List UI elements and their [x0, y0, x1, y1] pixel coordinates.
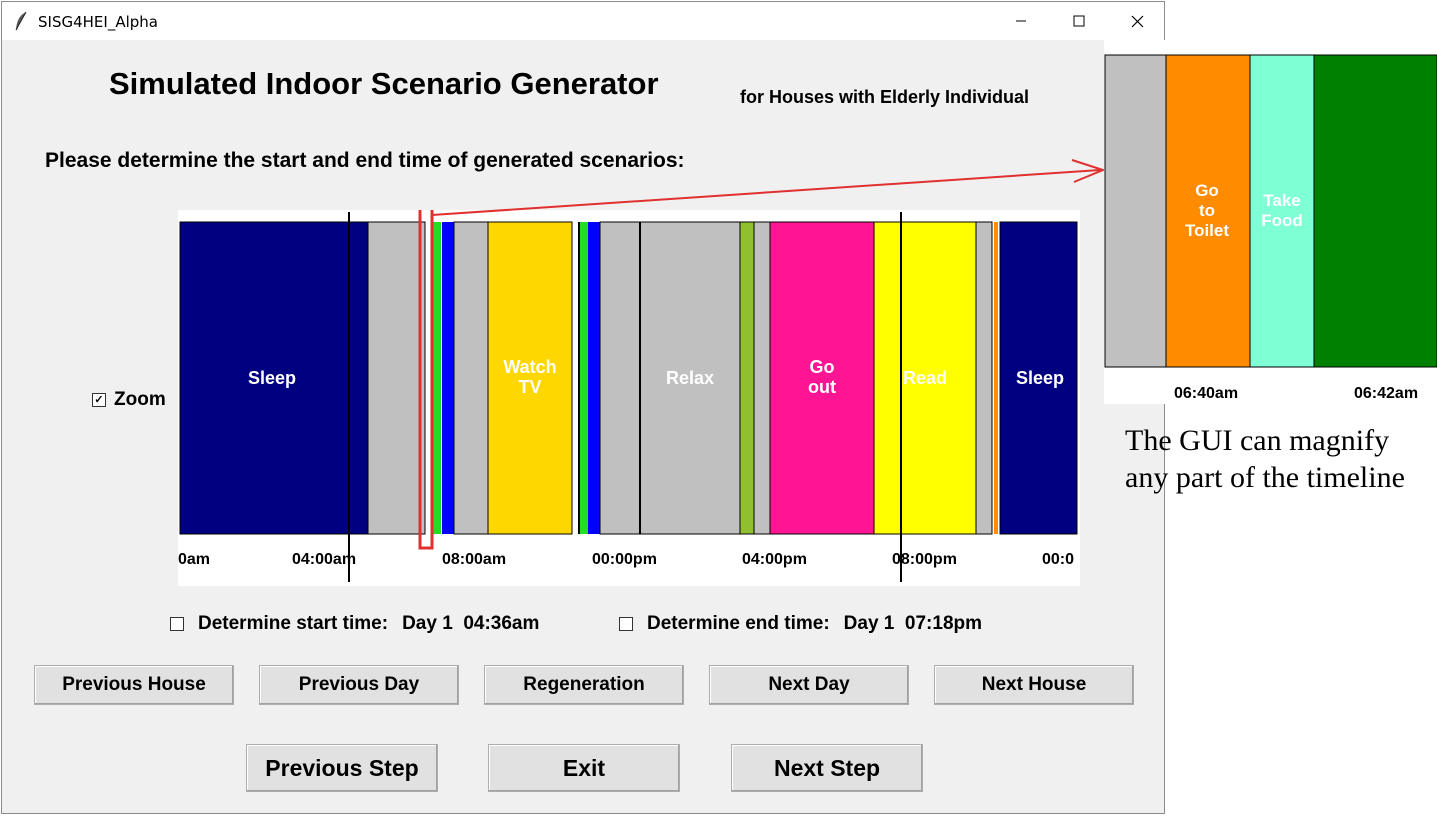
maximize-icon: [1073, 15, 1085, 27]
regeneration-button[interactable]: Regeneration: [484, 665, 684, 705]
close-button[interactable]: [1108, 2, 1166, 40]
end-time-value: Day 1 07:18pm: [843, 613, 983, 634]
segment-orange: [994, 222, 998, 534]
end-time-checkbox[interactable]: [619, 617, 633, 631]
zoom-segment-idle: [1104, 54, 1167, 368]
segment-green: [433, 222, 441, 534]
next-day-button[interactable]: Next Day: [709, 665, 909, 705]
next-house-button[interactable]: Next House: [934, 665, 1134, 705]
segment-label-watch-line2: TV: [518, 377, 541, 397]
figure-caption: The GUI can magnify any part of the time…: [1125, 422, 1405, 496]
segment-label-read: Read: [903, 368, 947, 388]
tick-label: 04:00am: [292, 551, 356, 568]
next-step-button[interactable]: Next Step: [731, 744, 923, 792]
zoom-label: Zoom: [114, 389, 166, 410]
maximize-button[interactable]: [1050, 2, 1108, 40]
start-time-checkbox[interactable]: [170, 617, 184, 631]
segment-blue: [442, 222, 454, 534]
previous-house-button[interactable]: Previous House: [34, 665, 234, 705]
segment-label-go-line1: Go: [810, 357, 835, 377]
exit-button[interactable]: Exit: [488, 744, 680, 792]
start-time-control: Determine start time: Day 1 04:36am: [170, 613, 539, 635]
zoom-tick-label: 06:40am: [1174, 385, 1238, 402]
zoom-segment-food: [1249, 54, 1315, 368]
caption-line-1: The GUI can magnify: [1125, 424, 1390, 457]
end-time-control: Determine end time: Day 1 07:18pm: [619, 613, 982, 635]
zoom-tick-label: 06:42am: [1354, 385, 1418, 402]
start-time-label: Determine start time:: [198, 613, 389, 634]
zoom-chart: Go to Toilet Take Food 06:40am 06:42am: [1104, 54, 1437, 402]
segment-label-watch-tv: Watch TV: [503, 357, 556, 397]
tick-label: 08:00am: [442, 551, 506, 568]
page-title: Simulated Indoor Scenario Generator: [109, 66, 659, 101]
segment-watch-tv: [487, 221, 573, 535]
segment-label-watch-line1: Watch: [503, 357, 556, 377]
timeline-ticks: 0am 04:00am 08:00am 00:00pm 04:00pm 08:0…: [178, 551, 1074, 568]
segment-label-sleep: Sleep: [248, 368, 296, 388]
segment-read: [873, 221, 977, 535]
segment-label-go-out: Go out: [808, 357, 836, 397]
segment-sleep: [999, 221, 1078, 535]
segment-label-go-line2: out: [808, 377, 836, 397]
close-icon: [1131, 15, 1143, 27]
tick-label: 0am: [178, 551, 210, 568]
segment-idle: [367, 221, 426, 535]
segment-idle: [975, 221, 993, 535]
segment-label-sleep-2: Sleep: [1016, 368, 1064, 388]
segment-sleep: [179, 221, 369, 535]
segment-label-relax: Relax: [666, 368, 714, 388]
zoom-label-toilet: Go to Toilet: [1185, 181, 1229, 240]
end-time-label: Determine end time:: [647, 613, 830, 634]
minimize-icon: [1016, 20, 1026, 22]
tick-label: 04:00pm: [742, 551, 807, 568]
start-time-value: Day 1 04:36am: [402, 613, 540, 634]
window-title: SISG4HEI_Alpha: [38, 13, 158, 31]
minimize-button[interactable]: [992, 2, 1050, 40]
previous-day-button[interactable]: Previous Day: [259, 665, 459, 705]
zoom-segment-toilet: [1165, 54, 1251, 368]
segment-green: [580, 222, 588, 534]
timeline-chart[interactable]: Sleep Watch TV Relax Go out Read Sleep 0am…: [178, 202, 1080, 586]
tick-label: 08:00pm: [892, 551, 957, 568]
caption-line-2: any part of the timeline: [1125, 461, 1405, 494]
zoom-checkbox[interactable]: ✓ Zoom: [92, 389, 166, 411]
timeline-segments: [179, 221, 1078, 535]
segment-blue: [588, 222, 600, 534]
instruction-text: Please determine the start and end time …: [45, 149, 685, 172]
segment-relax: [639, 221, 741, 535]
zoom-check-icon: ✓: [92, 393, 106, 407]
page-subtitle: for Houses with Elderly Individual: [740, 87, 1030, 107]
feather-icon: [15, 11, 27, 31]
segment-labels: Sleep Watch TV Relax Go out Read Sleep: [248, 357, 1064, 397]
title-bar: SISG4HEI_Alpha: [2, 2, 1164, 40]
tick-label: 00:0: [1042, 551, 1074, 568]
timeline-view[interactable]: Sleep Watch TV Relax Go out Read Sleep 0am…: [178, 202, 1080, 586]
previous-step-button[interactable]: Previous Step: [246, 744, 438, 792]
segment-go-out: [769, 221, 875, 535]
tick-label: 00:00pm: [592, 551, 657, 568]
zoom-panel: Go to Toilet Take Food 06:40am 06:42am: [1104, 40, 1437, 404]
zoom-segment-other: [1313, 54, 1437, 368]
zoom-label-food: Take Food: [1261, 191, 1303, 230]
